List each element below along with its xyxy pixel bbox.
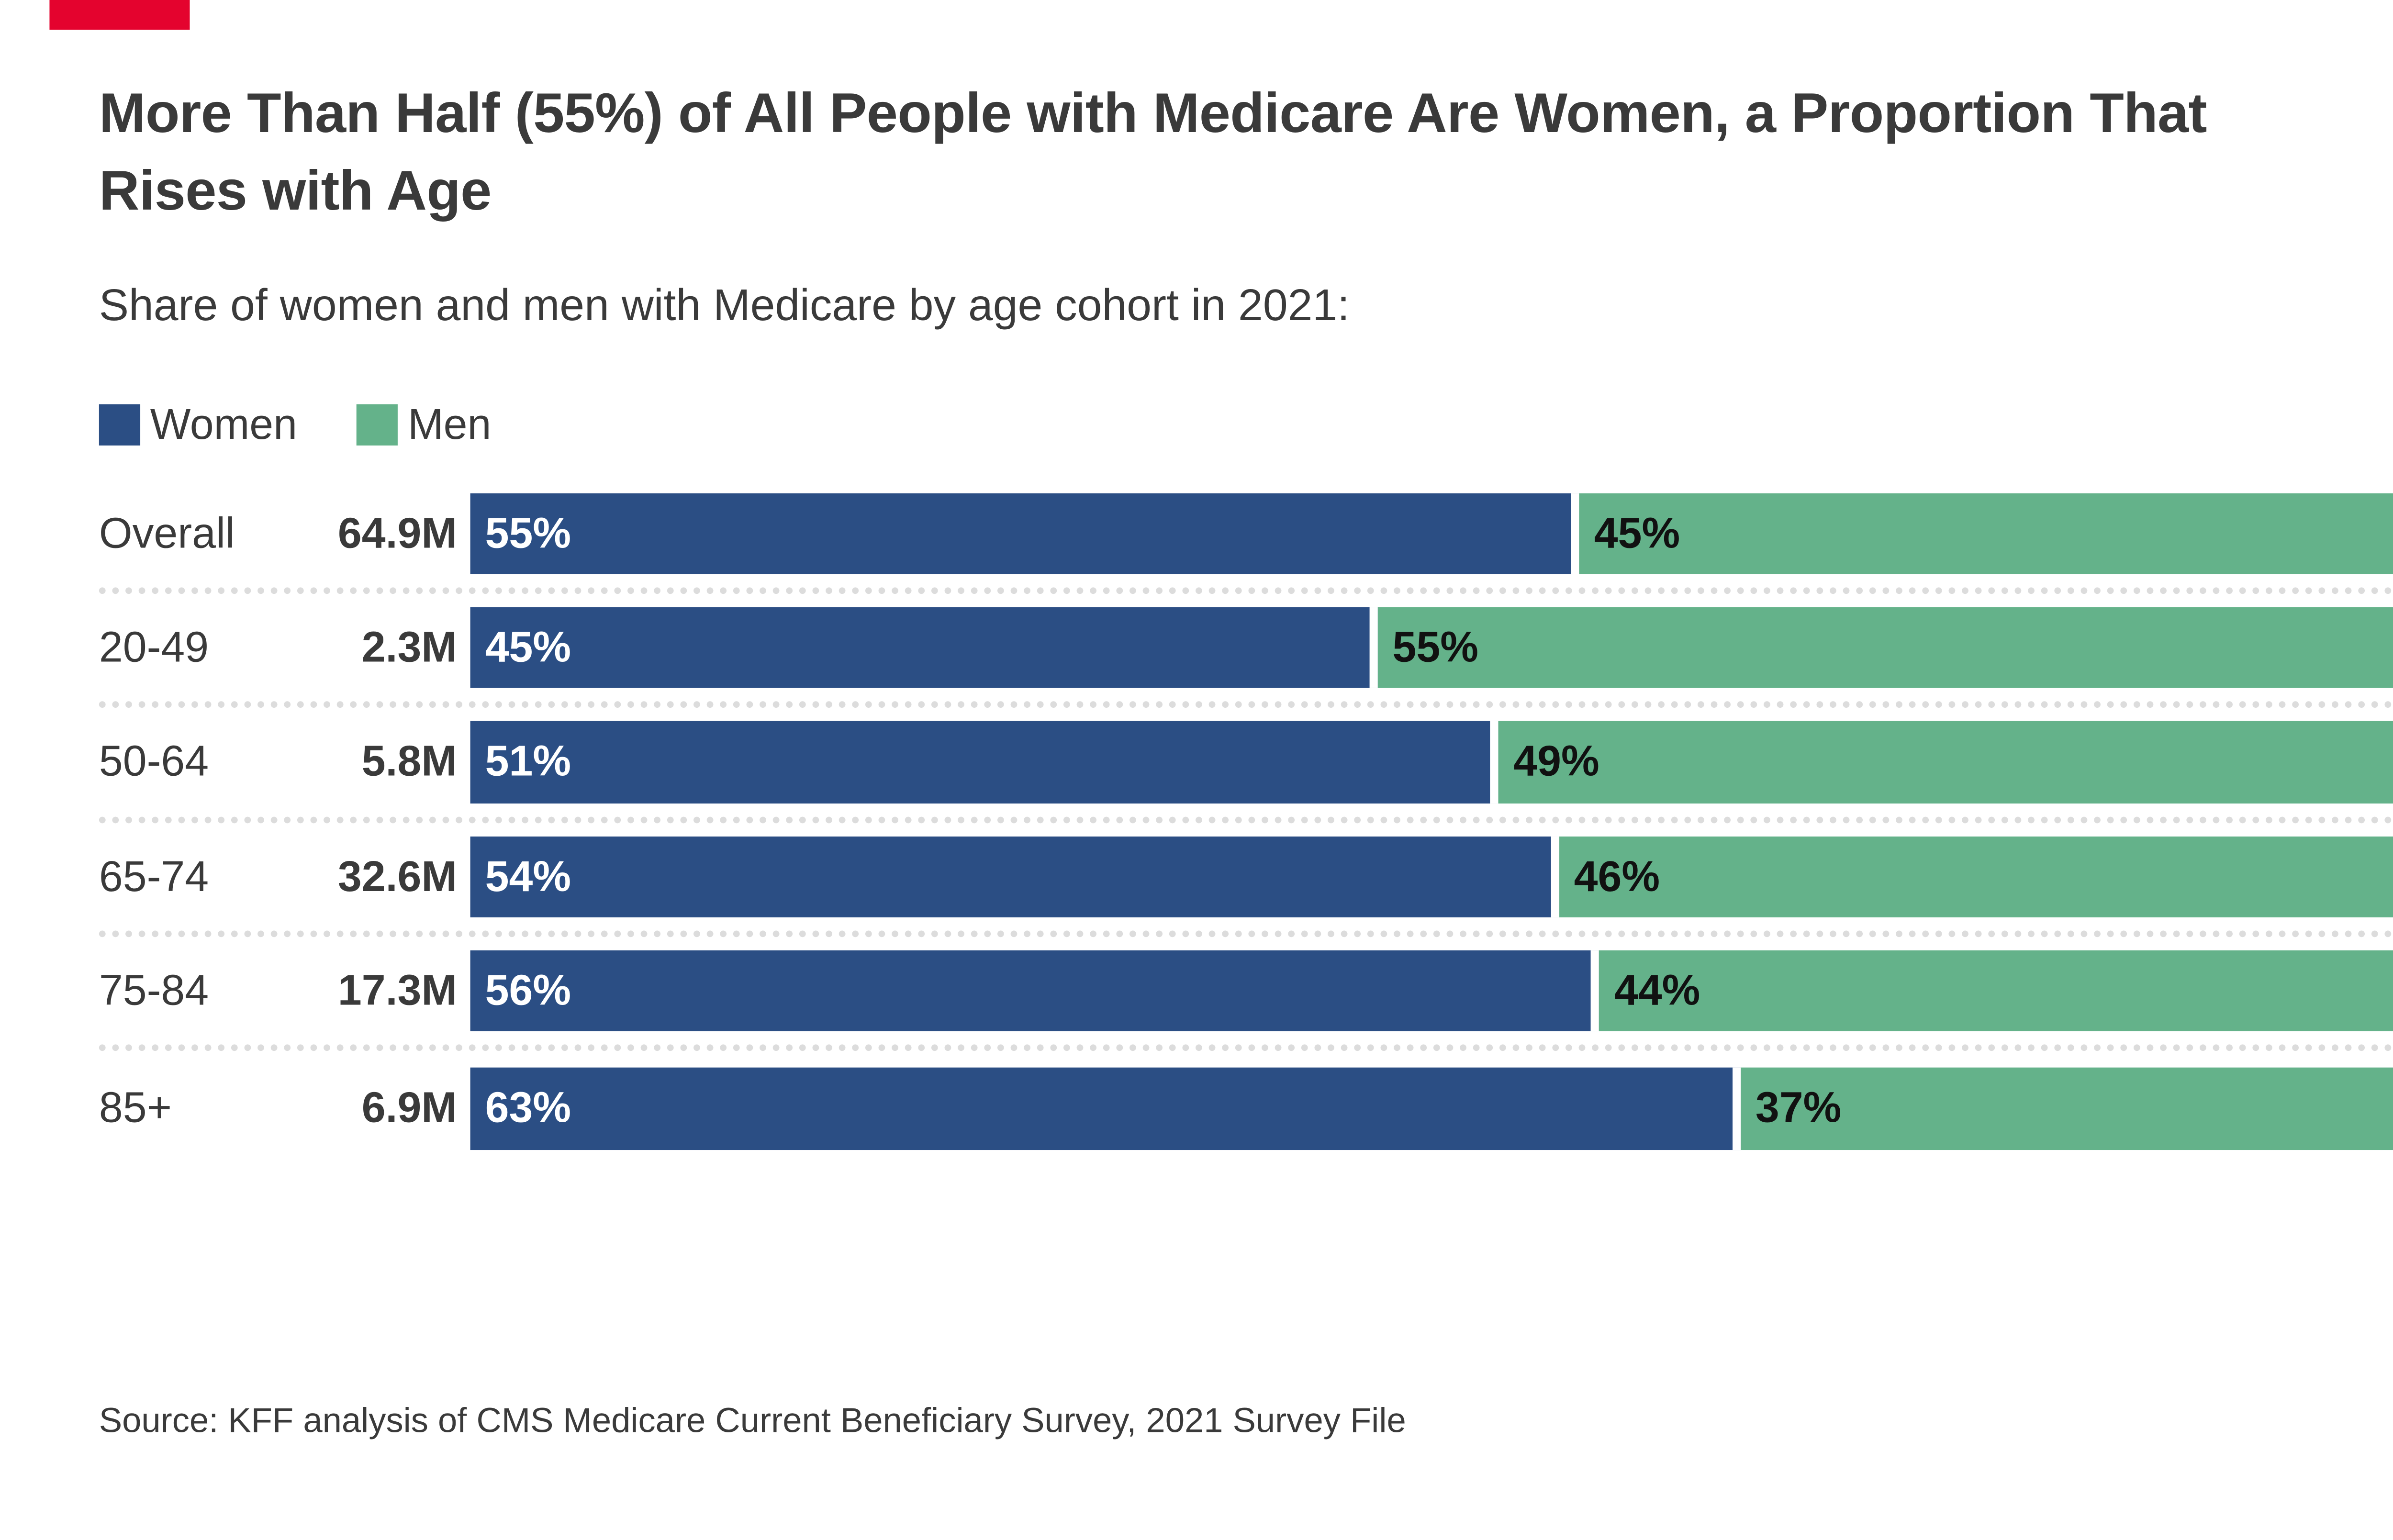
women-percent-label: 55% [485, 508, 571, 558]
legend-swatch-men [357, 404, 398, 446]
men-percent-label: 44% [1614, 965, 1700, 1015]
bar-track: 55% 45% [470, 492, 2393, 574]
women-percent-label: 56% [485, 965, 571, 1015]
bar-row-overall: Overall 64.9M 55% 45% [99, 480, 2393, 594]
men-percent-label: 45% [1594, 508, 1680, 558]
bar-segment-women: 54% [470, 836, 1559, 917]
bar-track: 63% 37% [470, 1068, 2393, 1149]
bar-row-50-64: 50-64 5.8M 51% 49% [99, 708, 2393, 823]
row-category-label: 65-74 [99, 851, 209, 901]
men-percent-label: 37% [1755, 1083, 1842, 1133]
men-percent-label: 55% [1392, 622, 1478, 672]
row-category-label: 50-64 [99, 737, 209, 786]
legend-item-women: Women [99, 399, 297, 450]
row-category-label: 20-49 [99, 622, 209, 672]
source-note: Source: KFF analysis of CMS Medicare Cur… [99, 1402, 1406, 1440]
bar-segment-men: 45% [1579, 492, 2393, 574]
bar-track: 51% 49% [470, 721, 2393, 803]
bar-row-65-74: 65-74 32.6M 54% 46% [99, 823, 2393, 937]
row-category-label: 85+ [99, 1083, 172, 1133]
women-percent-label: 45% [485, 622, 571, 672]
bar-track: 54% 46% [470, 836, 2393, 917]
bar-row-20-49: 20-49 2.3M 45% 55% [99, 594, 2393, 709]
row-total-value: 17.3M [337, 965, 458, 1015]
bar-segment-men: 49% [1498, 721, 2393, 803]
bar-segment-women: 63% [470, 1068, 1741, 1149]
women-percent-label: 51% [485, 737, 571, 786]
men-percent-label: 46% [1574, 851, 1660, 901]
bar-row-85-: 85+ 6.9M 63% 37% [99, 1051, 2393, 1166]
bar-segment-men: 55% [1377, 607, 2393, 689]
women-percent-label: 54% [485, 851, 571, 901]
chart-legend: Women Men [99, 399, 551, 450]
legend-label: Men [407, 399, 492, 449]
chart-title-line2: Rises with Age [99, 160, 492, 223]
legend-item-men: Men [357, 399, 491, 450]
legend-swatch-women [99, 404, 141, 446]
legend-label: Women [150, 399, 297, 449]
row-total-value: 2.3M [361, 622, 458, 672]
bar-segment-men: 37% [1740, 1068, 2393, 1149]
row-category-label: Overall [99, 508, 235, 558]
row-category-label: 75-84 [99, 965, 209, 1015]
row-total-value: 32.6M [337, 851, 458, 901]
bar-segment-women: 56% [470, 950, 1599, 1032]
bar-segment-women: 45% [470, 607, 1378, 689]
bar-segment-men: 46% [1559, 836, 2393, 917]
chart-title: More Than Half (55%) of All People with … [99, 76, 2393, 231]
chart-subtitle: Share of women and men with Medicare by … [99, 280, 1350, 330]
row-total-value: 6.9M [361, 1083, 458, 1133]
bar-segment-women: 55% [470, 492, 1579, 574]
men-percent-label: 49% [1513, 737, 1599, 786]
bar-track: 56% 44% [470, 950, 2393, 1032]
bar-segment-men: 44% [1599, 950, 2393, 1032]
kff-red-accent-bar [49, 0, 190, 30]
bar-row-75-84: 75-84 17.3M 56% 44% [99, 937, 2393, 1052]
women-percent-label: 63% [485, 1083, 571, 1133]
bar-track: 45% 55% [470, 607, 2393, 689]
row-total-value: 64.9M [337, 508, 458, 558]
chart-title-line1: More Than Half (55%) of All People with … [99, 82, 2207, 145]
bar-segment-women: 51% [470, 721, 1499, 803]
bar-chart-rows: Overall 64.9M 55% 45% 20-49 2.3M 45% 55% 50-64 5.… [99, 480, 2393, 1166]
row-total-value: 5.8M [361, 737, 458, 786]
